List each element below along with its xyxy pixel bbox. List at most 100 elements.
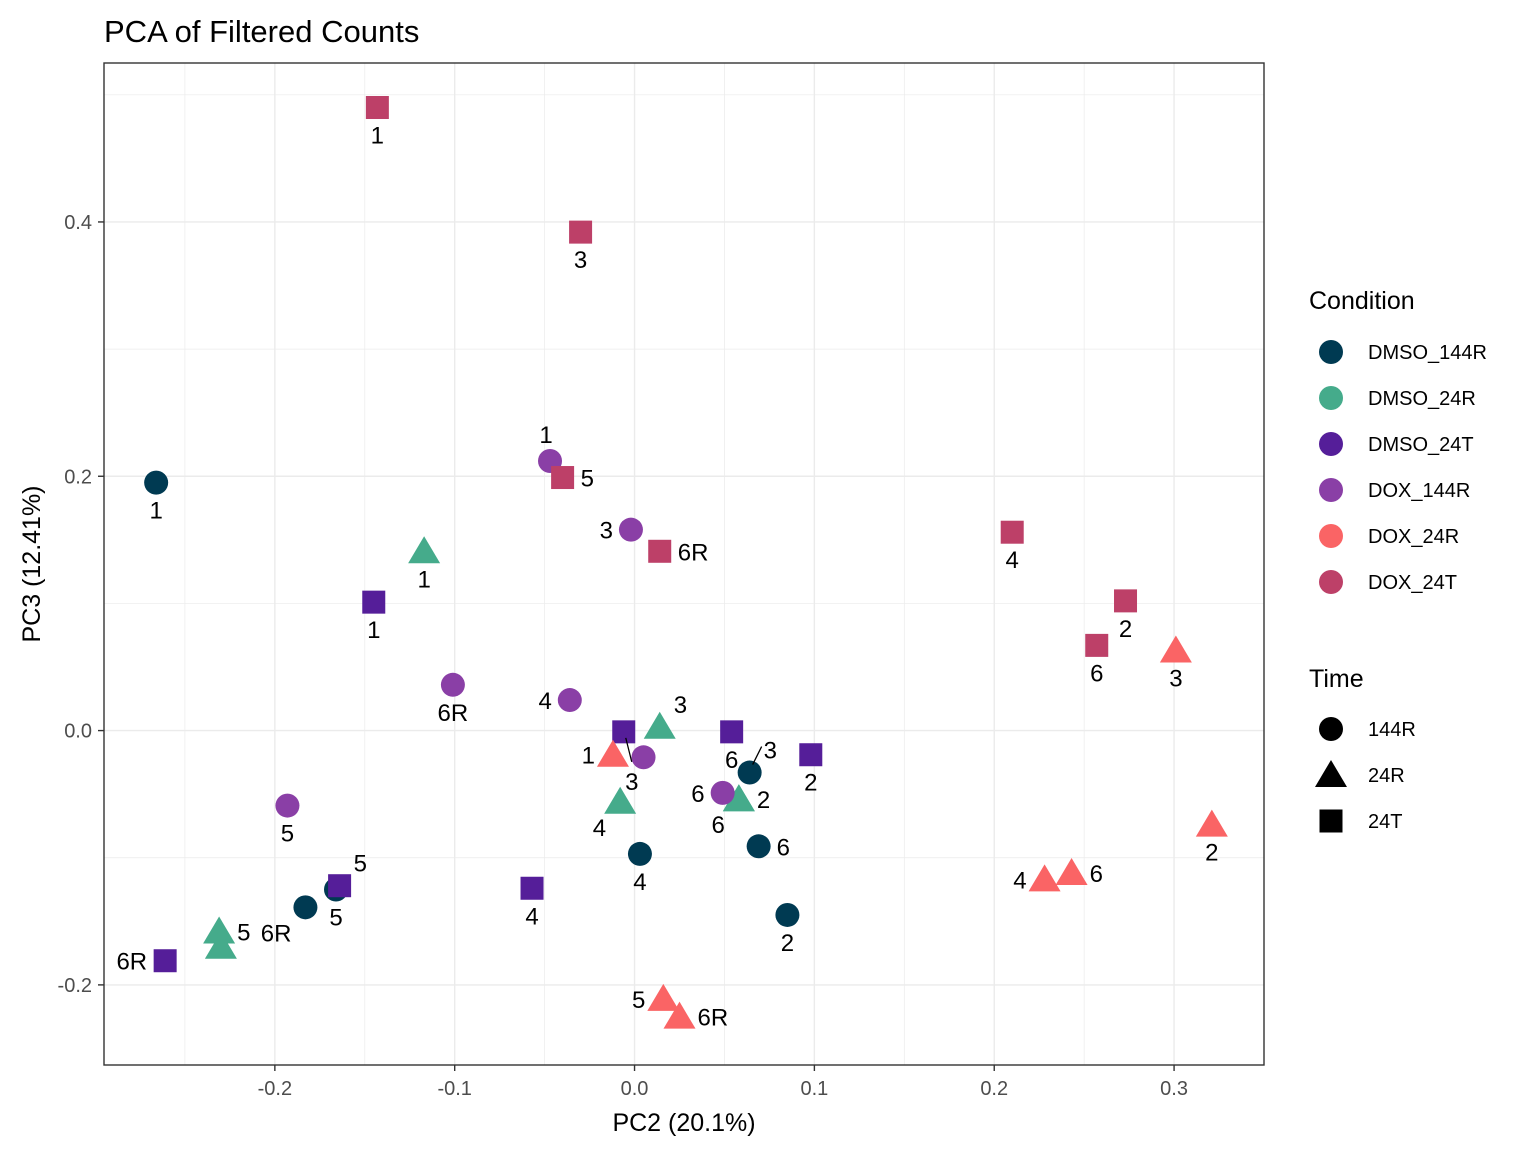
point-dmso-24t-1 <box>362 590 386 614</box>
point-label: 6 <box>1090 660 1103 687</box>
point-label: 5 <box>237 919 250 946</box>
legend-condition-label: DOX_24T <box>1368 572 1457 594</box>
x-tick-label: 0.2 <box>980 1078 1008 1100</box>
point-label: 3 <box>600 518 613 545</box>
point-dmso-24t-3 <box>612 720 636 744</box>
point-label: 6R <box>116 949 147 976</box>
point-dmso-24t-6 <box>720 720 744 744</box>
point-label: 4 <box>525 903 538 930</box>
point-label: 1 <box>367 617 380 644</box>
point-dox-24t-3 <box>569 220 593 244</box>
point-dmso-24t-4 <box>520 876 544 900</box>
point-dox-144r-4 <box>557 688 582 713</box>
x-tick-label: -0.2 <box>258 1078 292 1100</box>
point-dox-24t-4 <box>1000 520 1024 544</box>
legend-condition-label: DOX_24R <box>1368 526 1459 548</box>
y-tick-label: -0.2 <box>58 975 92 997</box>
point-label: 3 <box>574 247 587 274</box>
legend-time-key <box>1319 809 1343 833</box>
point-label: 6R <box>261 920 292 947</box>
legend-condition-key <box>1319 524 1343 548</box>
point-label: 5 <box>354 851 367 878</box>
point-dmso-24r-1 <box>408 536 441 564</box>
point-label: 5 <box>281 821 294 848</box>
x-tick-label: -0.1 <box>437 1078 471 1100</box>
point-dmso-24t-6r <box>153 949 177 973</box>
point-dox-24r-6 <box>1055 857 1088 885</box>
point-dox-24r-5 <box>647 983 680 1011</box>
point-label: 6 <box>777 834 790 861</box>
point-label: 2 <box>804 770 817 797</box>
point-label: 3 <box>764 738 777 765</box>
point-label: 6 <box>1090 861 1103 888</box>
point-label: 2 <box>781 930 794 957</box>
x-axis-title: PC2 (20.1%) <box>612 1109 755 1137</box>
point-dox-24r-3 <box>1159 635 1192 663</box>
legend-condition-label: DMSO_144R <box>1368 342 1487 364</box>
point-label: 1 <box>539 422 552 449</box>
point-dox-144r-6r <box>440 672 465 697</box>
y-tick-label: 0.4 <box>64 212 92 234</box>
point-dox-24r-6r <box>663 1001 696 1029</box>
point-dmso-24r-4 <box>604 786 637 814</box>
point-label: 6 <box>711 812 724 839</box>
point-label: 6 <box>691 781 704 808</box>
legend-time-label: 24T <box>1368 811 1402 833</box>
chart-title: PCA of Filtered Counts <box>104 14 419 49</box>
point-dmso-144r-6r <box>293 895 318 920</box>
point-dmso-144r-2 <box>775 902 800 927</box>
point-label: 3 <box>674 692 687 719</box>
x-tick-label: 0.1 <box>800 1078 828 1100</box>
legend-condition-key <box>1319 478 1343 502</box>
point-dox-24t-6r <box>648 539 672 563</box>
point-dmso-24r-5 <box>203 916 236 944</box>
point-label: 4 <box>1013 867 1026 894</box>
legend-condition-label: DMSO_24T <box>1368 434 1474 456</box>
point-dmso-24r-6r <box>204 931 237 959</box>
legend-condition-title: Condition <box>1309 287 1415 315</box>
label-leader-line <box>625 737 633 763</box>
point-dmso-24r-6 <box>722 784 755 812</box>
legend-time-key <box>1319 717 1343 741</box>
point-labels: 1234566R1234561234566R134566R1234566R123… <box>116 123 1218 1032</box>
x-tick-label: 0.0 <box>621 1078 649 1100</box>
point-label: 5 <box>632 987 645 1014</box>
legend-time-label: 24R <box>1368 765 1405 787</box>
point-dox-144r-unlabeled <box>631 745 656 770</box>
legend-condition-label: DOX_144R <box>1368 480 1470 502</box>
legend-condition-key <box>1319 386 1343 410</box>
plot-border <box>103 62 1265 1066</box>
point-dox-24r-4 <box>1028 864 1061 892</box>
point-dmso-24r-3 <box>643 711 676 739</box>
point-label: 2 <box>1205 840 1218 867</box>
plot-background <box>104 63 1264 1065</box>
legend-condition-key <box>1319 340 1343 364</box>
point-label: 4 <box>633 869 646 896</box>
legend-condition-key <box>1319 432 1343 456</box>
point-dmso-144r-1 <box>144 470 169 495</box>
point-label: 5 <box>581 466 594 493</box>
point-dmso-144r-6 <box>746 834 771 859</box>
legend-time-title: Time <box>1309 665 1364 693</box>
point-label: 2 <box>757 787 770 814</box>
y-axis-title: PC3 (12.41%) <box>18 485 46 642</box>
point-label: 1 <box>582 743 595 770</box>
point-dox-24t-1 <box>365 96 389 120</box>
y-tick-label: 0.2 <box>64 466 92 488</box>
point-label: 1 <box>417 566 430 593</box>
point-dox-24t-2 <box>1114 589 1138 613</box>
label-leader-line <box>752 746 763 765</box>
legend: Condition DMSO_144R DMSO_24R DMSO_24T DOX_14… <box>1309 287 1487 833</box>
point-dox-24t-5 <box>551 466 575 490</box>
point-label: 6R <box>678 539 709 566</box>
legend-time-label: 144R <box>1368 719 1416 741</box>
point-label: 5 <box>329 905 342 932</box>
point-label: 6 <box>725 747 738 774</box>
point-dox-24t-6 <box>1085 633 1109 657</box>
point-dmso-144r-4 <box>627 841 652 866</box>
plot-panel <box>104 63 1264 1065</box>
point-label: 3 <box>625 769 638 796</box>
y-tick-label: 0.0 <box>64 721 92 743</box>
point-label: 2 <box>1119 616 1132 643</box>
